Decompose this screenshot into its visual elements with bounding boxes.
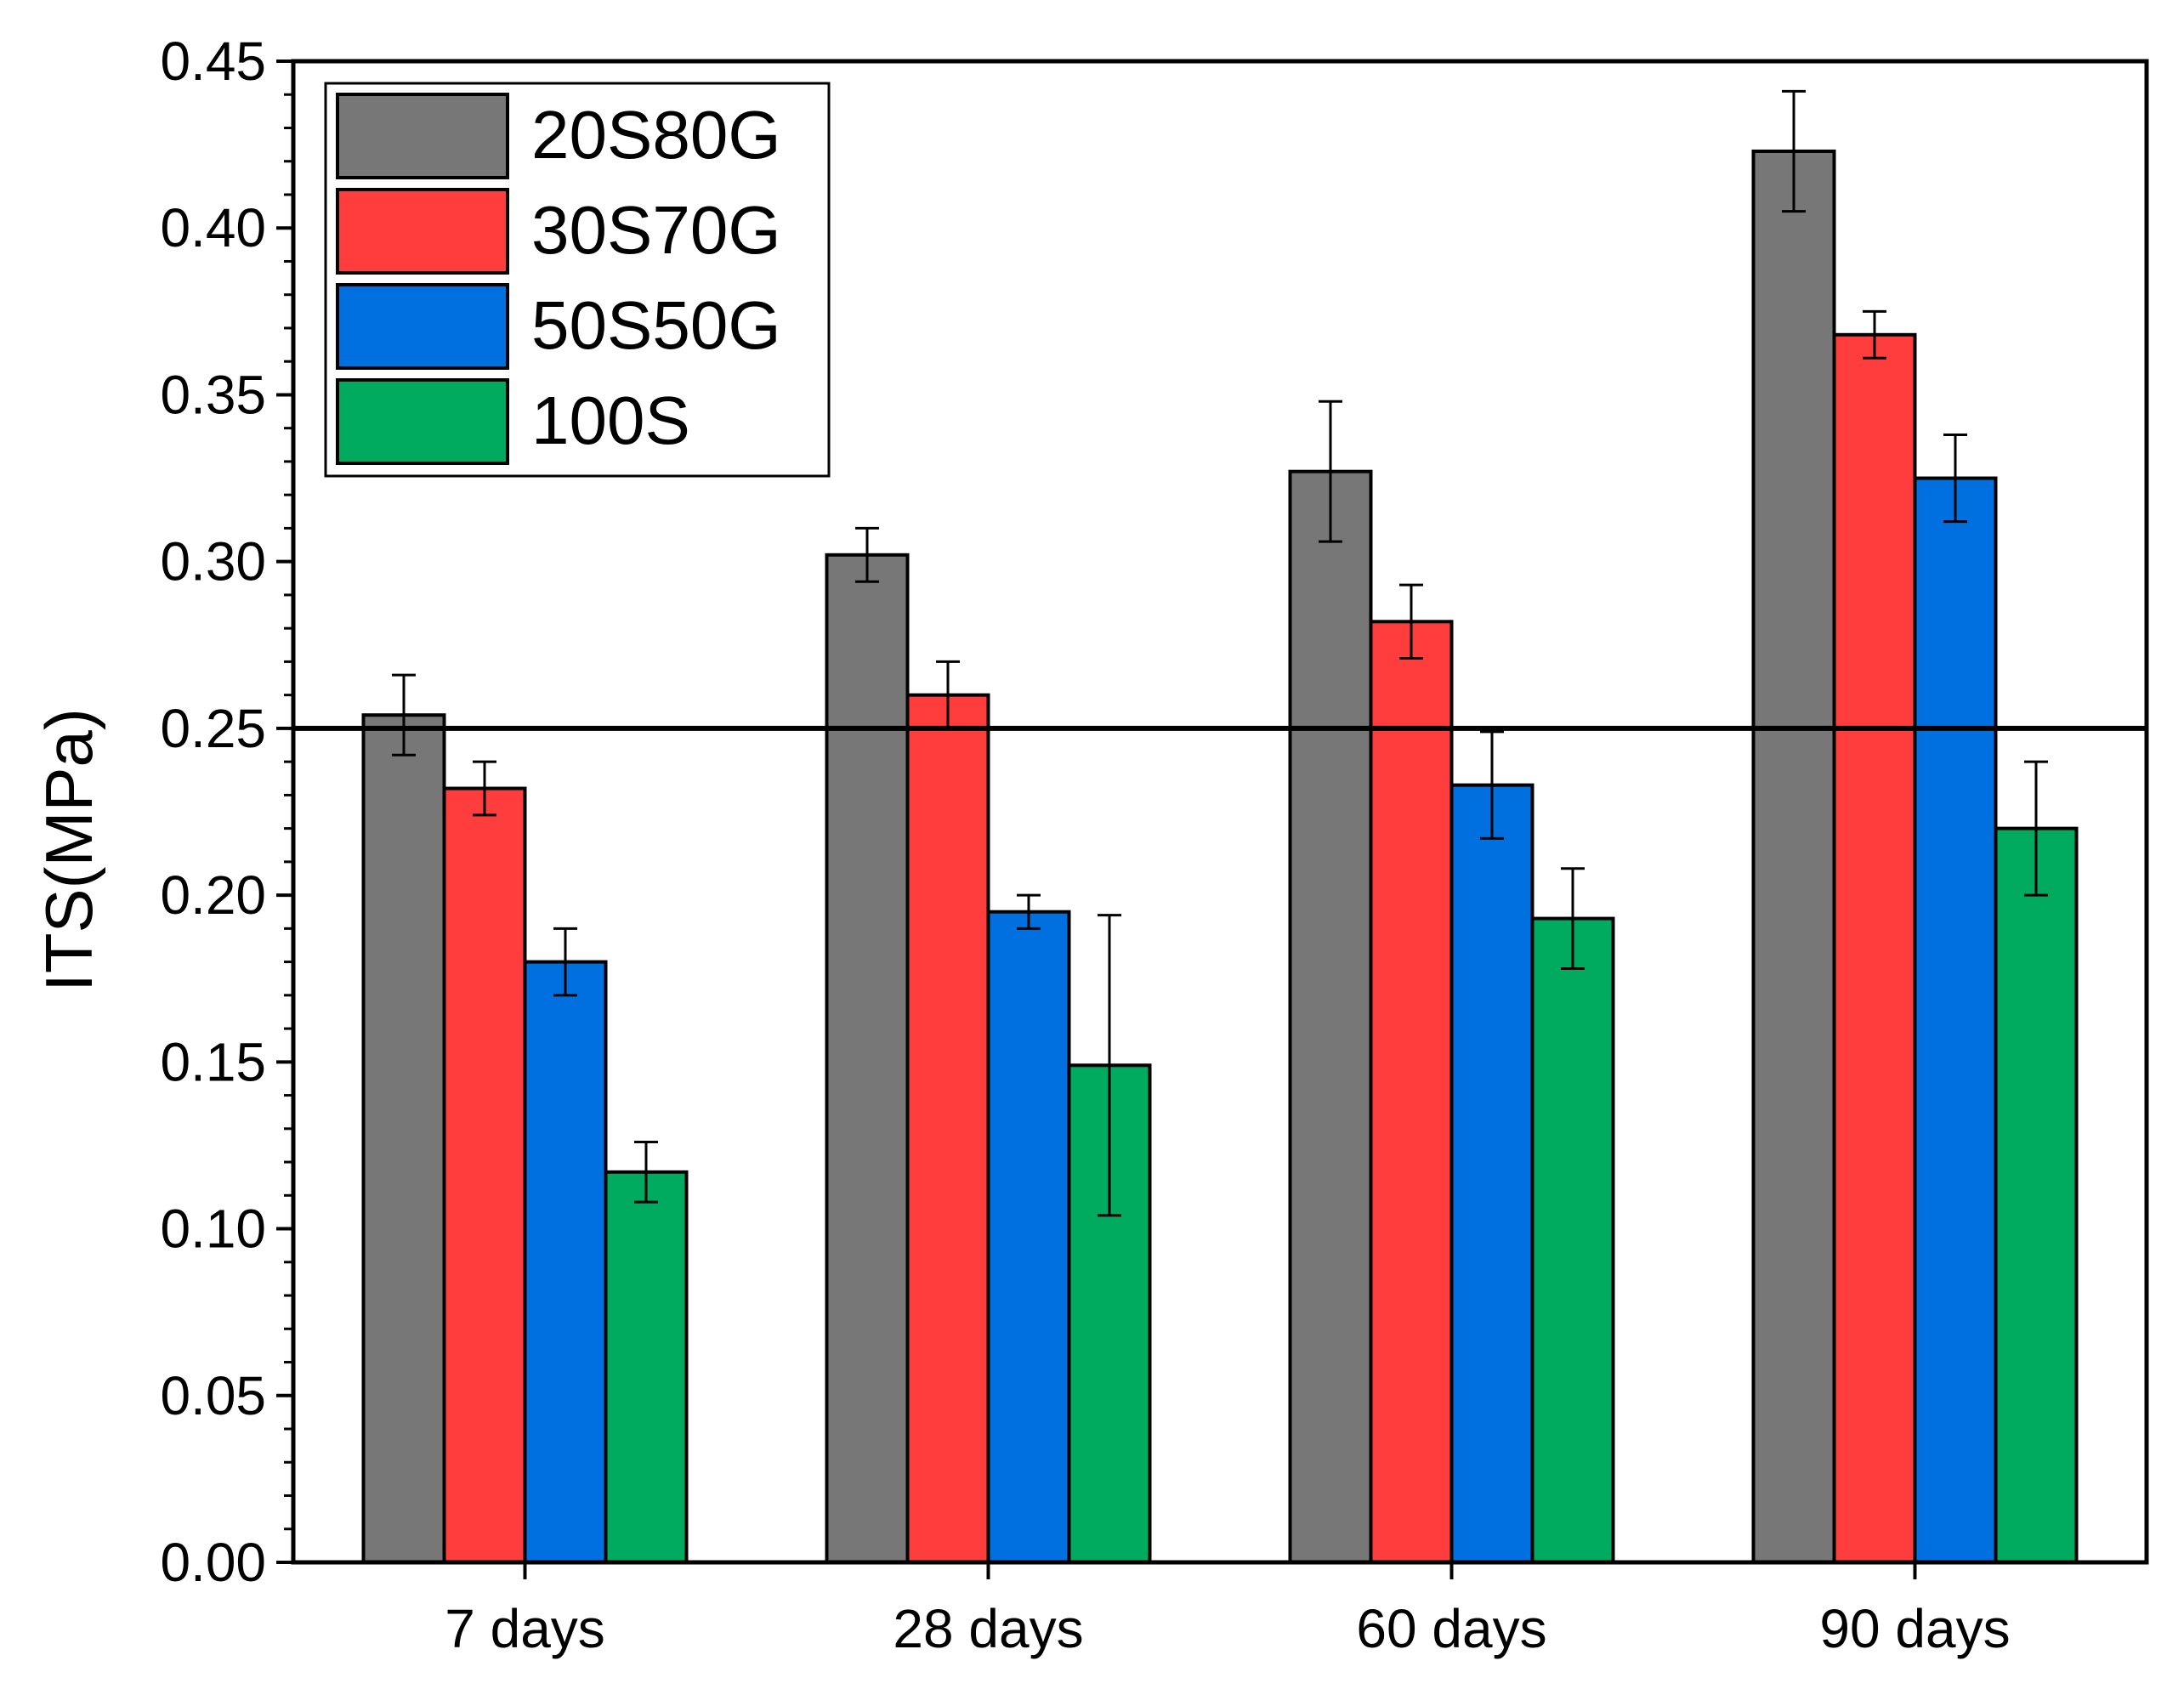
error-bar-50S50G-28-days (1017, 893, 1041, 930)
y-tick-label: 0.45 (160, 31, 266, 92)
error-bar-100S-90-days (2024, 760, 2048, 897)
bar-30S70G-28-days (905, 693, 990, 1564)
y-tick-label: 0.30 (160, 531, 266, 592)
bar-50S50G-28-days (986, 910, 1071, 1564)
plot-frame (291, 59, 2149, 1565)
error-bar-20S80G-60-days (1319, 400, 1342, 543)
legend-label-30S70G: 30S70G (531, 192, 781, 268)
error-bar-100S-60-days (1561, 867, 1585, 970)
bar-30S70G-90-days (1832, 332, 1917, 1564)
error-bar-100S-28-days (1098, 914, 1121, 1217)
error-bar-20S80G-28-days (855, 526, 879, 583)
legend-swatch-100S (336, 378, 509, 465)
bar-20S80G-28-days (825, 553, 910, 1564)
error-bar-30S70G-60-days (1399, 583, 1423, 660)
y-tick-label: 0.05 (160, 1365, 266, 1426)
bars-layer (361, 149, 2079, 1565)
legend-swatch-50S50G (336, 283, 509, 370)
error-bar-20S80G-90-days (1782, 89, 1806, 213)
error-bar-50S50G-60-days (1480, 730, 1504, 840)
y-tick-label: 0.35 (160, 364, 266, 425)
y-tick-label: 0.15 (160, 1031, 266, 1092)
bar-20S80G-90-days (1751, 149, 1836, 1565)
legend-label-20S80G: 20S80G (531, 97, 781, 173)
x-axis: 7 days 28 days 60 days 90 days (445, 1562, 2011, 1659)
x-tick-label: 90 days (1819, 1598, 2010, 1659)
legend-label-50S50G: 50S50G (531, 287, 781, 363)
y-tick-label: 0.00 (160, 1532, 266, 1593)
legend-swatch-20S80G (336, 93, 509, 179)
error-bar-50S50G-7-days (553, 927, 577, 997)
bar-50S50G-90-days (1913, 476, 1998, 1564)
bar-30S70G-7-days (442, 786, 527, 1564)
y-axis-label: ITS(MPa) (31, 708, 106, 992)
bar-20S80G-60-days (1288, 469, 1373, 1564)
error-bar-20S80G-7-days (392, 673, 416, 757)
x-tick-label: 7 days (445, 1598, 605, 1659)
y-tick-label: 0.40 (160, 197, 266, 258)
error-bar-100S-7-days (634, 1141, 658, 1204)
legend: 20S80G 30S70G 50S50G 100S (324, 82, 831, 478)
y-tick-label: 0.10 (160, 1199, 266, 1260)
y-tick-label: 0.25 (160, 698, 266, 759)
error-bar-50S50G-90-days (1943, 434, 1967, 524)
y-axis: 0.00 0.05 0.10 0.15 0.20 0.25 0.30 0.35 0.40 0.45 (160, 31, 293, 1593)
bar-20S80G-7-days (361, 713, 446, 1564)
bar-100S-7-days (604, 1170, 689, 1564)
bar-30S70G-60-days (1369, 620, 1454, 1564)
x-tick-label: 60 days (1356, 1598, 1546, 1659)
y-tick-label: 0.20 (160, 864, 266, 926)
legend-label-100S: 100S (531, 383, 690, 458)
error-bars-layer (392, 89, 2048, 1217)
bar-50S50G-7-days (523, 960, 608, 1564)
x-tick-label: 28 days (893, 1598, 1083, 1659)
bar-50S50G-60-days (1449, 783, 1534, 1564)
error-bar-30S70G-90-days (1863, 309, 1886, 360)
bar-100S-90-days (1994, 826, 2079, 1564)
error-bar-30S70G-7-days (473, 760, 496, 817)
legend-swatch-30S70G (336, 188, 509, 275)
bar-100S-60-days (1530, 916, 1615, 1565)
